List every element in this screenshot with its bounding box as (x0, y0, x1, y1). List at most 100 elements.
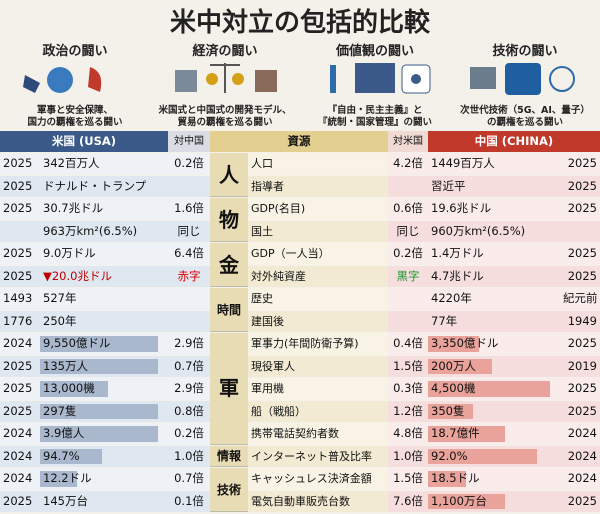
us-value: 94.7% (43, 448, 80, 463)
us-value: 342百万人 (43, 156, 100, 170)
item: GDP(名目) (251, 202, 306, 215)
cn-row-bg (388, 288, 600, 310)
cn-year: 2024 (567, 448, 597, 463)
center-row-bg (248, 265, 388, 287)
us-ratio: 0.7倍 (174, 358, 204, 373)
item: 建国後 (251, 314, 284, 328)
group-label: 軍 (210, 333, 248, 445)
item: キャッシュレス決済金額 (251, 472, 372, 485)
us-bar (40, 448, 102, 464)
us-ratio: 6.4倍 (174, 246, 204, 260)
us-value: ▼20.0兆ドル (43, 268, 112, 283)
group-label: 金 (210, 243, 248, 287)
us-value: 12.2ドル (43, 471, 92, 485)
caption-line: 国力の覇権を巡る闘い (27, 117, 123, 128)
us-year: 2025 (3, 246, 33, 260)
item: GDP（一人当） (251, 247, 330, 260)
us-ratio: 1.6倍 (174, 201, 204, 215)
center-row-bg (248, 153, 388, 175)
group-label: 物 (210, 198, 248, 242)
center-row-bg (248, 490, 388, 512)
us-ratio: 2.9倍 (174, 381, 204, 395)
us-year: 1776 (3, 313, 33, 328)
cn-row-bg (388, 175, 600, 197)
header-resource: 資源 (210, 131, 388, 152)
us-ratio: 1.0倍 (174, 448, 204, 463)
cn-value: 350隻 (431, 403, 465, 418)
center-row-bg (248, 288, 388, 310)
us-value: 527年 (43, 291, 77, 305)
item: 携帯電話契約者数 (251, 427, 339, 440)
cn-year: 2025 (567, 336, 597, 350)
section: 政治の闘い 軍事と安全保障、 国力の覇権を巡る闘い (0, 40, 150, 129)
item: 軍事力(年間防衛予算) (251, 337, 359, 350)
us-ratio: 赤字 (177, 268, 201, 283)
us-bar (40, 471, 78, 487)
us-ratio: 0.7倍 (174, 471, 204, 485)
cn-year: 2025 (567, 178, 597, 193)
us-value: 30.7兆ドル (43, 201, 104, 215)
us-ratio: 0.1倍 (174, 493, 204, 508)
cn-value: 4.7兆ドル (431, 268, 484, 283)
us-bar (40, 403, 158, 419)
cn-ratio: 1.5倍 (393, 358, 423, 373)
cn-ratio: 1.5倍 (393, 471, 423, 485)
cn-ratio: 0.2倍 (393, 246, 423, 260)
cn-value: 18.5ドル (431, 471, 480, 485)
section: 技術の闘い 次世代技術（5G、AI、量子） の覇権を巡る闘い (450, 40, 600, 129)
us-year: 2025 (3, 358, 33, 373)
cn-value: 960万km²(6.5%) (431, 223, 526, 238)
center-row-bg (248, 333, 388, 355)
cn-value: 習近平 (431, 178, 466, 193)
cn-value: 4,500機 (431, 381, 476, 395)
section-caption: 『自由・民主主義』と 『統制・国家管理』の闘い (300, 105, 450, 129)
section-heading: 経済の闘い (192, 44, 258, 59)
cn-value: 1449百万人 (431, 156, 495, 170)
us-value: 13,000機 (43, 381, 95, 395)
header-usa: 米国 (USA) (0, 131, 168, 152)
cn-ratio: 0.3倍 (393, 381, 423, 395)
caption-line: 『自由・民主主義』と (327, 105, 423, 116)
us-row-bg (0, 265, 210, 287)
us-ratio: 0.2倍 (174, 156, 204, 170)
header-vs-china: 対中国 (168, 131, 210, 152)
cn-value: 1.4万ドル (431, 246, 484, 260)
cn-bar (428, 336, 480, 352)
us-year: 2025 (3, 381, 33, 395)
item: 指導者 (251, 179, 284, 193)
cn-year: 2025 (567, 201, 597, 215)
cn-value: 3,350億ドル (431, 336, 499, 350)
us-year: 2025 (3, 156, 33, 170)
cn-bar (428, 448, 537, 464)
cn-year: 2025 (567, 156, 597, 170)
cn-bar (428, 403, 473, 419)
center-row-bg (248, 445, 388, 467)
cn-row-bg (388, 243, 600, 265)
cn-row-bg (388, 153, 600, 175)
group-label: 人 (210, 153, 248, 197)
us-row-bg (0, 153, 210, 175)
cn-bar (428, 381, 550, 397)
us-value: 9,550億ドル (43, 336, 111, 350)
item: 対外純資産 (251, 269, 306, 283)
cn-year: 2025 (567, 381, 597, 395)
cn-ratio: 7.6倍 (393, 493, 423, 508)
item: 現役軍人 (251, 359, 295, 373)
caption-line: 米国式と中国式の開発モデル、 (158, 105, 292, 116)
section-caption: 米国式と中国式の開発モデル、 貿易の覇権を巡る闘い (150, 105, 300, 129)
us-row-bg (0, 288, 210, 310)
cn-year: 2019 (567, 358, 597, 373)
us-value: 145万台 (43, 493, 88, 508)
us-value: 250年 (43, 313, 77, 328)
caption-line: 軍事と安全保障、 (36, 105, 113, 116)
center-row-bg (248, 175, 388, 197)
group-label: 技術 (210, 468, 248, 512)
cn-year: 1949 (567, 313, 597, 328)
center-row-bg (248, 468, 388, 490)
section-icons (23, 63, 575, 95)
caption-line: 貿易の覇権を巡る闘い (177, 117, 273, 128)
group-label: 情報 (210, 445, 248, 467)
us-year: 2025 (3, 201, 33, 215)
title: 米中対立の包括的比較 (169, 8, 430, 38)
cn-ratio: 0.4倍 (393, 336, 423, 350)
